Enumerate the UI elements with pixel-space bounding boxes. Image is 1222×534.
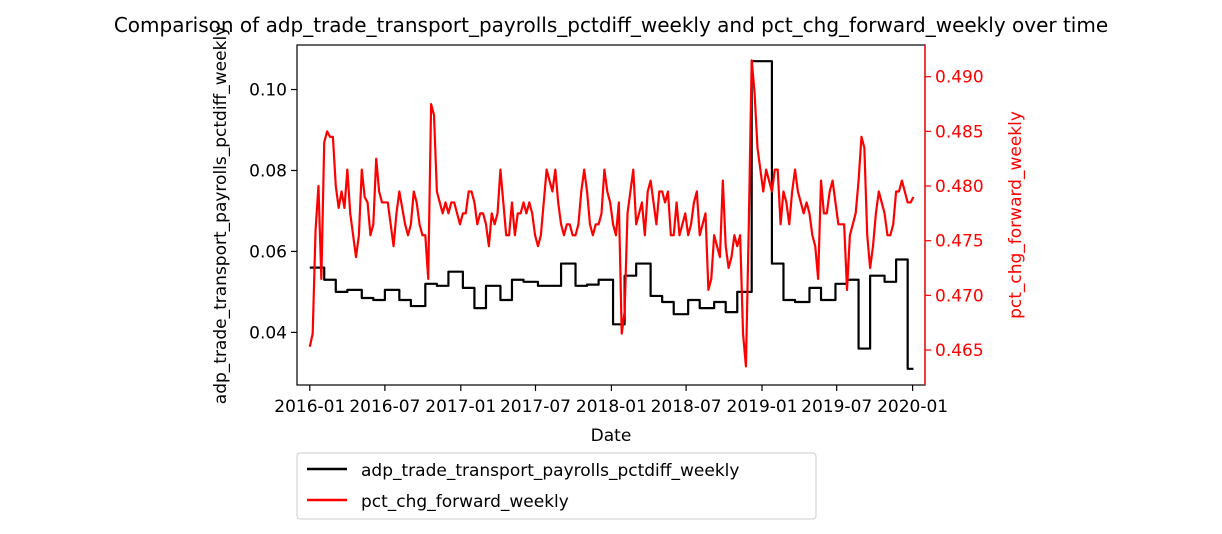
y-left-tick-label: 0.04	[249, 323, 287, 343]
x-tick-label: 2019-01	[727, 397, 798, 417]
y-left-tick-label: 0.06	[249, 242, 287, 262]
y-right-tick-label: 0.490	[935, 68, 984, 88]
y-right-tick-label: 0.485	[935, 122, 984, 142]
x-axis-label: Date	[591, 426, 632, 446]
y-axis-right: 0.465 0.470 0.475 0.480 0.485 0.490	[925, 68, 984, 361]
legend-label-right-series: pct_chg_forward_weekly	[361, 492, 569, 512]
x-tick-label: 2017-07	[500, 397, 571, 417]
y-left-tick-label: 0.08	[249, 161, 287, 181]
y-right-tick-label: 0.470	[935, 286, 984, 306]
series-layer	[308, 59, 915, 370]
legend-label-left-series: adp_trade_transport_payrolls_pctdiff_wee…	[361, 461, 739, 481]
series-line-left-axis	[309, 60, 914, 370]
x-tick-label: 2016-07	[349, 397, 420, 417]
y-right-tick-label: 0.465	[935, 341, 984, 361]
legend: adp_trade_transport_payrolls_pctdiff_wee…	[296, 452, 817, 520]
y-right-tick-label: 0.480	[935, 177, 984, 197]
y-axis-right-label: pct_chg_forward_weekly	[1006, 111, 1026, 319]
x-tick-label: 2016-01	[274, 397, 345, 417]
y-left-tick-label: 0.10	[249, 81, 287, 101]
chart-title: Comparison of adp_trade_transport_payrol…	[114, 13, 1108, 37]
y-axis-left-label: adp_trade_transport_payrolls_pctdiff_wee…	[211, 26, 231, 404]
x-tick-label: 2019-07	[801, 397, 872, 417]
y-right-tick-label: 0.475	[935, 232, 984, 252]
series-line-right-axis	[308, 59, 915, 368]
x-tick-label: 2018-07	[651, 397, 722, 417]
x-tick-label: 2018-01	[576, 397, 647, 417]
legend-box	[296, 452, 817, 520]
x-axis: 2016-01 2016-07 2017-01 2017-07 2018-01 2018-…	[274, 385, 948, 417]
y-axis-left: 0.04 0.06 0.08 0.10	[249, 81, 297, 343]
x-tick-label: 2020-01	[877, 397, 948, 417]
x-tick-label: 2017-01	[425, 397, 496, 417]
